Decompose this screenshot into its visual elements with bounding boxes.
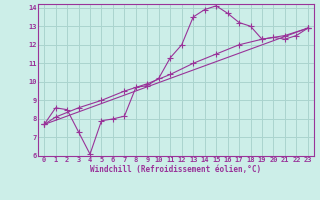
X-axis label: Windchill (Refroidissement éolien,°C): Windchill (Refroidissement éolien,°C) xyxy=(91,165,261,174)
